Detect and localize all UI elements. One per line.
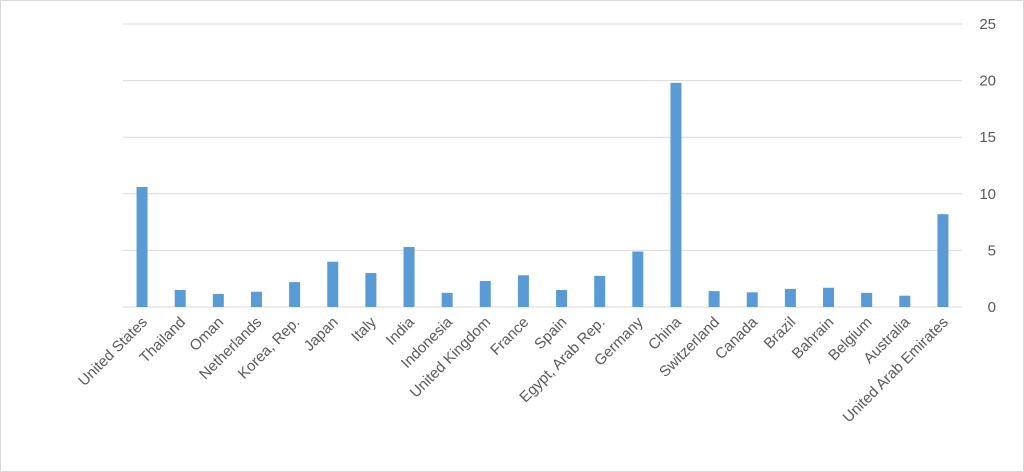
bar [517,275,529,307]
y-tick-label: 20 [979,73,996,90]
bar [632,251,644,307]
bar [479,280,491,307]
bar [784,288,796,307]
bar [403,247,415,307]
bar [250,291,262,307]
bar [670,82,682,307]
bar [861,292,873,307]
bar [441,292,453,307]
bar [556,290,568,307]
y-tick-label: 5 [988,242,996,259]
y-tick-label: 25 [979,16,996,33]
y-tick-label: 15 [979,129,996,146]
bar [136,187,148,307]
bar [594,275,606,307]
y-tick-label: 0 [988,299,996,316]
bar [174,290,186,307]
bar [899,295,911,307]
bar [937,214,949,307]
bar [212,293,224,307]
bar [327,261,339,307]
bar [365,273,377,307]
bar [708,291,720,307]
bar [746,292,758,307]
y-tick-label: 10 [979,186,996,203]
bar [289,282,301,307]
bar [823,287,835,307]
